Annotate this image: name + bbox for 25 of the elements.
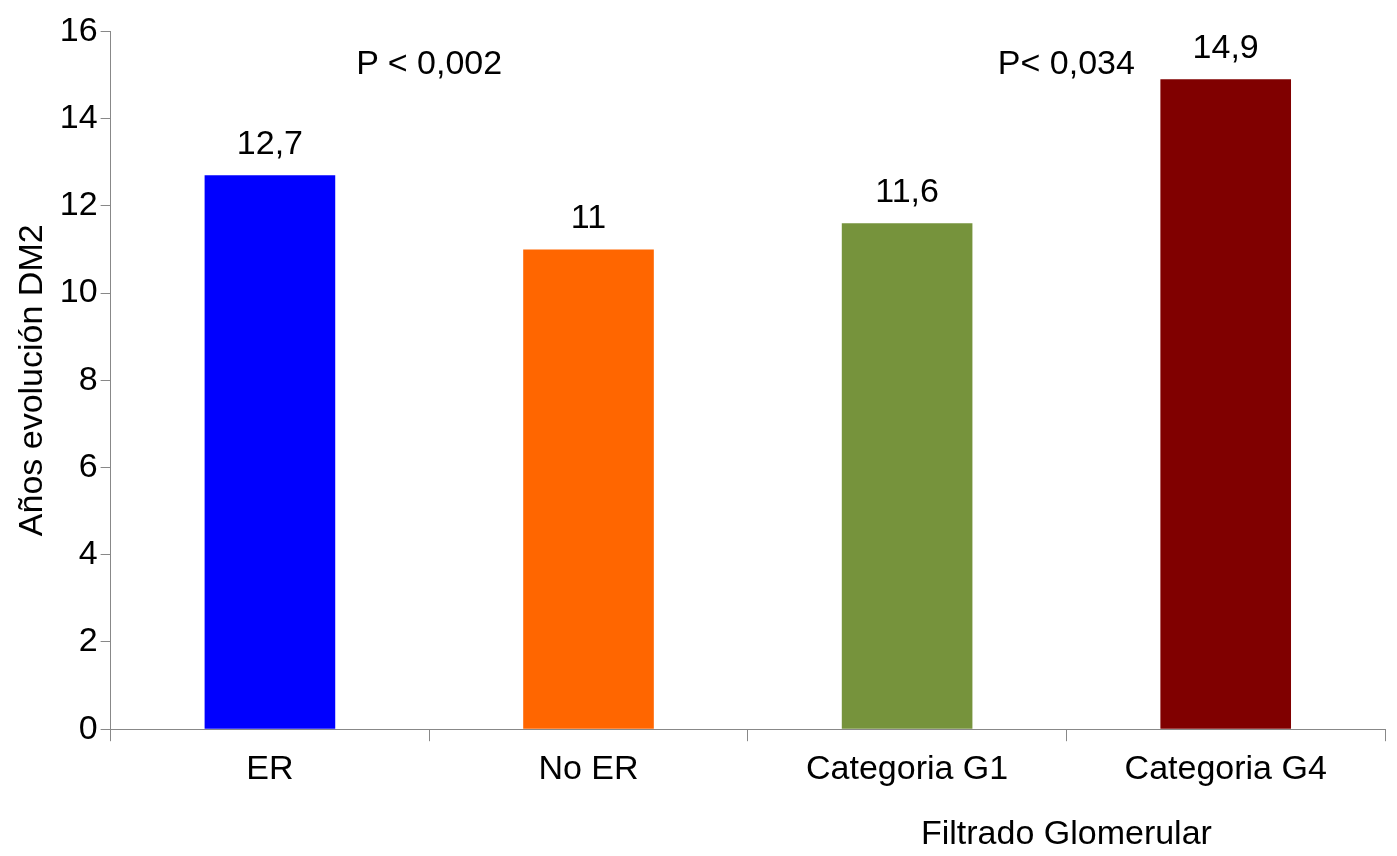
y-axis-title: Años evolución DM2 [10,224,49,537]
x-tick-label: Categoria G4 [1124,747,1327,786]
x-tick-label: Categoria G1 [805,747,1009,786]
annotation: P < 0,002 [356,42,503,81]
y-tick-label: 2 [78,620,98,659]
y-tick-label: 0 [78,707,98,746]
y-tick-label: 14 [59,97,98,135]
y-tick-label: 4 [78,533,98,572]
data-label: 11,6 [875,170,939,209]
bar [1160,79,1292,729]
x-tick-label: ER [246,747,294,786]
data-label: 12,7 [236,122,304,161]
x-axis-title: Filtrado Glomerular [920,812,1212,851]
data-label: 14,9 [1192,26,1259,65]
data-label: 11 [570,196,607,235]
y-tick-label: 8 [78,358,98,397]
y-tick-label: 10 [59,271,98,310]
x-tick-label: No ER [538,747,639,786]
y-tick-label: 12 [59,184,98,223]
bar [204,175,336,729]
annotation: P< 0,034 [997,42,1135,81]
y-tick-label: 6 [78,445,98,484]
y-tick-label: 16 [59,9,98,48]
bar [523,249,654,729]
bar [841,223,973,729]
